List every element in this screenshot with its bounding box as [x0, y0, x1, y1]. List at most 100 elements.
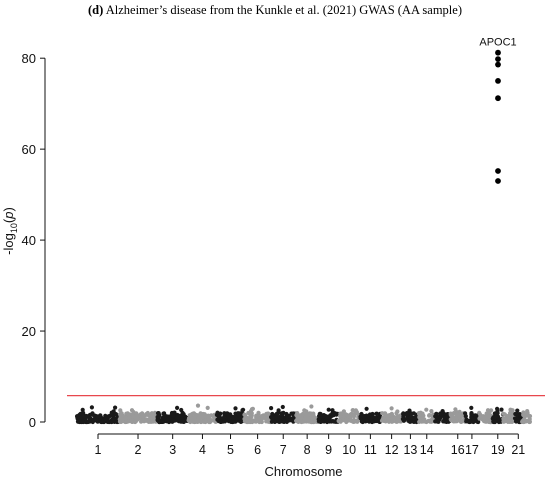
snp-point	[295, 411, 300, 416]
snp-point	[354, 419, 359, 424]
snp-point	[86, 419, 91, 424]
snp-point	[422, 419, 427, 424]
snp-point	[259, 414, 265, 419]
snp-point	[520, 419, 525, 424]
snp-point	[401, 418, 406, 423]
snp-point	[193, 418, 198, 423]
snp-point	[81, 419, 86, 425]
snp-point	[426, 418, 431, 423]
snp-point	[188, 419, 193, 425]
snp-point	[507, 419, 513, 424]
snp-point	[370, 415, 376, 420]
snp-point	[492, 419, 498, 425]
snp-point	[118, 415, 123, 420]
apoc1-point	[495, 56, 501, 62]
snp-point	[523, 418, 528, 423]
snp-point	[343, 418, 348, 423]
snp-point	[193, 413, 198, 418]
snp-point	[244, 419, 249, 424]
snp-point	[485, 408, 491, 413]
y-tick-label: 60	[22, 142, 36, 157]
chromosome-points-16	[448, 407, 468, 424]
snp-point	[265, 417, 270, 422]
snp-point	[338, 419, 343, 424]
snp-point	[125, 411, 130, 416]
snp-point	[453, 414, 458, 419]
snp-point	[407, 408, 412, 413]
apoc1-point	[495, 49, 501, 56]
snp-point	[394, 411, 399, 416]
snp-point	[179, 407, 184, 413]
x-tick-label: 13	[403, 443, 417, 457]
snp-point	[133, 419, 138, 425]
snp-point	[124, 419, 129, 424]
x-tick-label: 2	[135, 443, 142, 457]
snp-point	[111, 409, 116, 414]
snp-point	[203, 414, 208, 419]
snp-point	[326, 407, 331, 412]
snp-point	[130, 412, 135, 417]
snp-point	[393, 416, 398, 421]
snp-point	[127, 415, 132, 420]
snp-point	[276, 408, 281, 413]
snp-point	[198, 419, 203, 424]
snp-point	[409, 419, 414, 424]
snp-point	[359, 418, 365, 423]
apoc1-point	[495, 178, 501, 184]
apoc1-points	[495, 49, 501, 184]
snp-point	[457, 413, 462, 418]
snp-point	[401, 411, 406, 416]
chromosome-points-8	[294, 404, 321, 425]
snp-point	[171, 413, 176, 418]
snp-point	[390, 419, 396, 424]
x-tick-label: 12	[385, 443, 399, 457]
snp-point	[274, 411, 279, 417]
snp-point	[105, 418, 111, 423]
x-axis-ticks: 1 2 3 4 5 6 7 8 9 10 11 12 13 14 16 17 19 21	[95, 434, 525, 457]
snp-point	[236, 412, 241, 417]
snp-point	[414, 415, 419, 420]
snp-point	[501, 419, 506, 424]
snp-point	[295, 416, 300, 421]
snp-point	[326, 414, 331, 420]
snp-point	[221, 415, 226, 420]
snp-point	[249, 411, 254, 416]
snp-point	[301, 412, 306, 417]
snp-point	[345, 413, 350, 418]
snp-point	[244, 415, 249, 420]
snp-point	[297, 419, 302, 424]
chromosome-points-9	[316, 407, 341, 425]
snp-point	[233, 406, 238, 411]
snp-point	[507, 412, 513, 417]
snp-point	[118, 408, 123, 413]
snp-point	[80, 411, 85, 416]
snp-point	[218, 419, 223, 424]
snp-point	[234, 416, 239, 421]
snp-point	[418, 418, 423, 423]
snp-point	[203, 419, 208, 425]
snp-point	[406, 418, 411, 423]
chromosome-points-2	[117, 408, 159, 425]
y-tick-label: 20	[22, 324, 36, 339]
snp-point	[78, 415, 83, 421]
snp-point	[311, 411, 316, 416]
chromosome-points-6	[242, 406, 273, 425]
snp-point	[495, 411, 500, 416]
snp-point	[383, 419, 388, 424]
snp-point	[416, 411, 422, 416]
snp-point	[278, 419, 283, 424]
snp-point	[284, 419, 289, 424]
x-tick-label: 10	[342, 443, 356, 457]
snp-point	[317, 416, 322, 421]
snp-point	[309, 419, 314, 425]
snp-point	[141, 417, 146, 422]
snp-point	[259, 419, 264, 424]
y-axis-title: -log10(p)	[1, 207, 19, 255]
snp-point	[253, 418, 258, 423]
snp-point	[484, 414, 489, 419]
x-tick-label: 1	[95, 443, 102, 457]
snp-point	[436, 419, 441, 424]
snp-point	[152, 410, 157, 415]
snp-point	[161, 411, 166, 416]
snp-point	[248, 416, 253, 421]
